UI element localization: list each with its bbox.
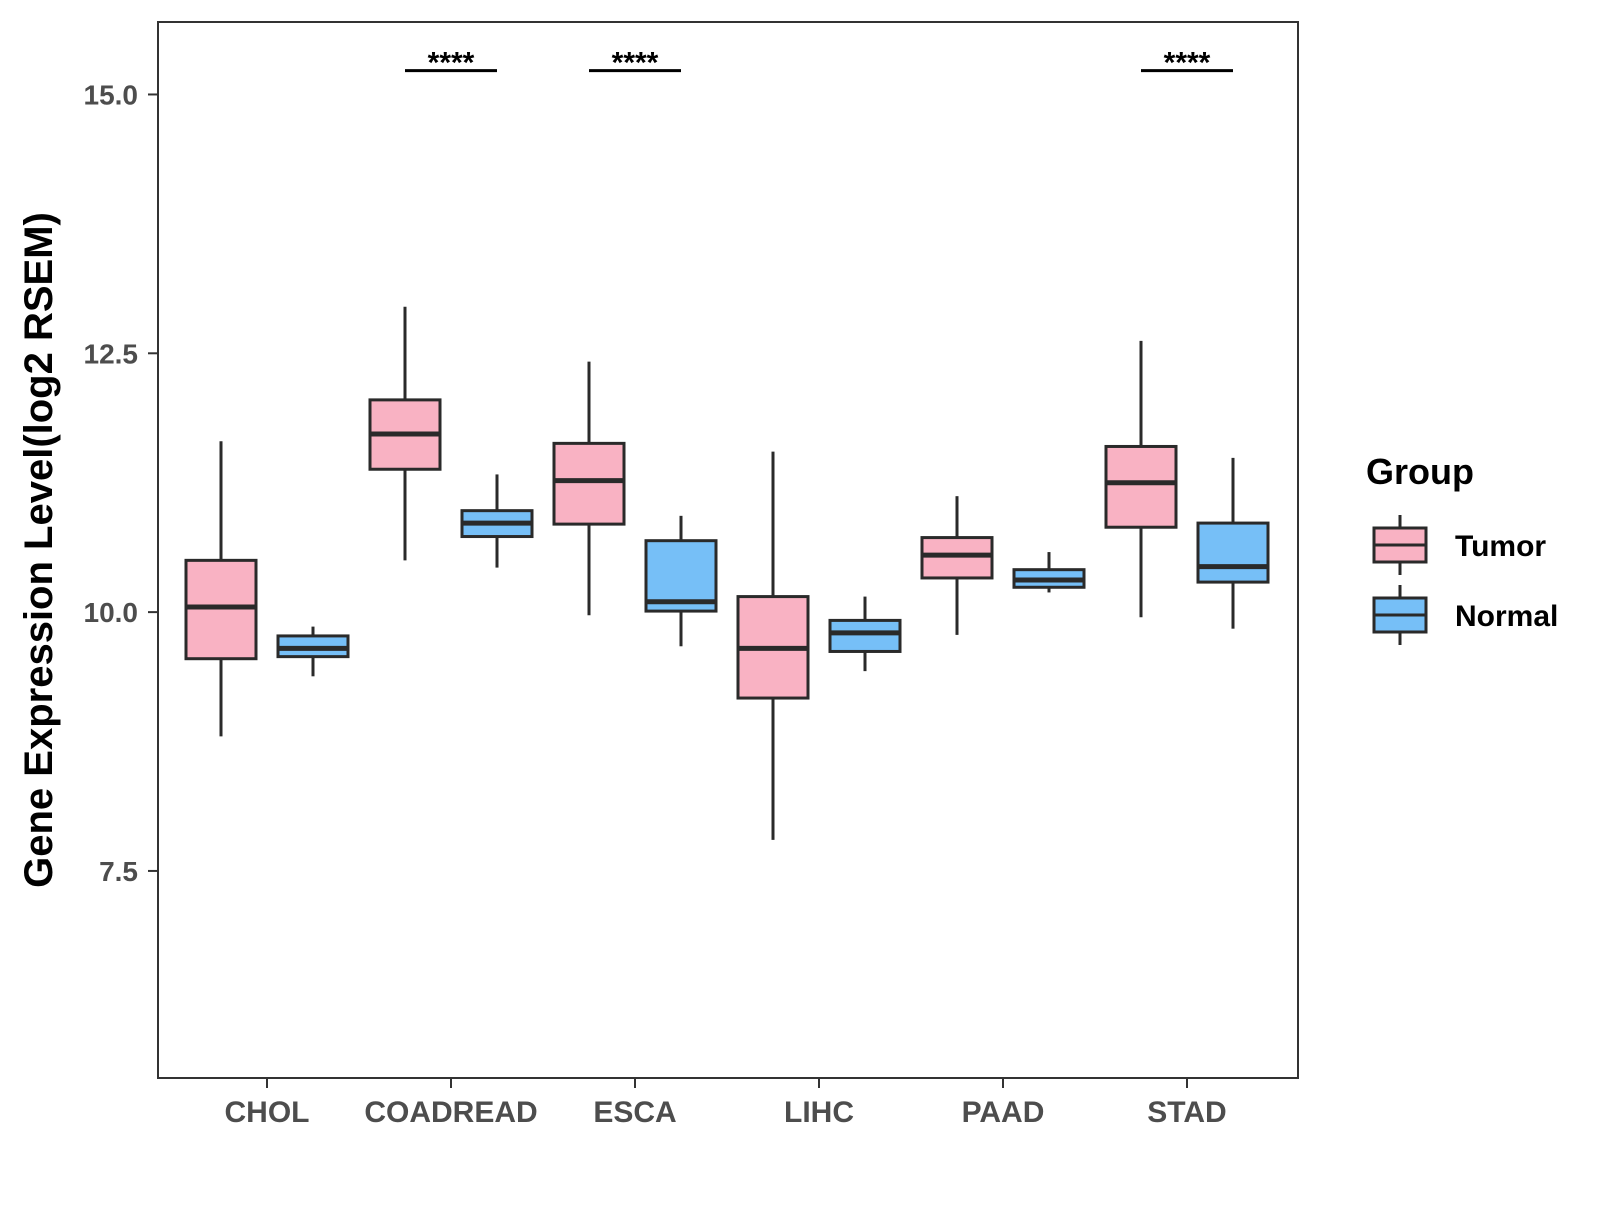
- box-normal-stad: [1196, 457, 1270, 629]
- legend-item-tumor: Tumor: [1372, 515, 1546, 575]
- box-tumor-esca: [552, 361, 626, 616]
- legend: Group Tumor Normal: [1366, 451, 1558, 645]
- plot-panel: [157, 21, 1299, 1079]
- box-tumor-chol: [184, 441, 258, 737]
- box-iqr: [552, 441, 626, 526]
- y-axis: 7.5 10.0 12.5 15.0: [84, 79, 158, 887]
- box-series: [184, 306, 1270, 840]
- significance-annotations: **** **** ****: [405, 47, 1233, 80]
- x-tick-label-stad: STAD: [1147, 1096, 1226, 1129]
- x-tick-label-paad: PAAD: [962, 1096, 1045, 1129]
- legend-title: Group: [1366, 451, 1474, 492]
- y-tick-label: 7.5: [99, 856, 138, 887]
- x-tick-label-lihc: LIHC: [784, 1096, 854, 1129]
- x-tick-label-chol: CHOL: [225, 1096, 310, 1129]
- x-tick-label-esca: ESCA: [593, 1096, 676, 1129]
- box-tumor-lihc: [736, 451, 810, 840]
- significance-label: ****: [428, 47, 475, 80]
- box-iqr: [828, 618, 902, 653]
- box-tumor-stad: [1104, 340, 1178, 618]
- box-iqr: [184, 558, 258, 661]
- y-tick-label: 12.5: [84, 338, 139, 369]
- y-axis-title: Gene Expression Level(log2 RSEM): [17, 212, 61, 888]
- box-normal-coadread: [460, 474, 534, 568]
- box-tumor-paad: [920, 496, 994, 635]
- x-axis: CHOL COADREAD ESCA LIHC PAAD STAD: [225, 1078, 1227, 1129]
- significance-esca: ****: [589, 47, 681, 80]
- box-tumor-coadread: [368, 306, 442, 561]
- box-iqr: [1196, 521, 1270, 584]
- y-tick-label: 15.0: [84, 79, 139, 110]
- significance-coadread: ****: [405, 47, 497, 80]
- box-iqr: [920, 536, 994, 580]
- legend-label: Tumor: [1455, 530, 1546, 563]
- legend-label: Normal: [1455, 600, 1558, 633]
- significance-label: ****: [612, 47, 659, 80]
- y-tick-label: 10.0: [84, 597, 139, 628]
- box-normal-paad: [1012, 552, 1086, 593]
- box-normal-chol: [276, 626, 350, 677]
- box-normal-lihc: [828, 596, 902, 672]
- legend-item-normal: Normal: [1372, 585, 1558, 645]
- significance-stad: ****: [1141, 47, 1233, 80]
- significance-label: ****: [1164, 47, 1211, 80]
- box-normal-esca: [644, 515, 718, 647]
- x-tick-label-coadread: COADREAD: [364, 1096, 537, 1129]
- box-iqr: [1104, 444, 1178, 529]
